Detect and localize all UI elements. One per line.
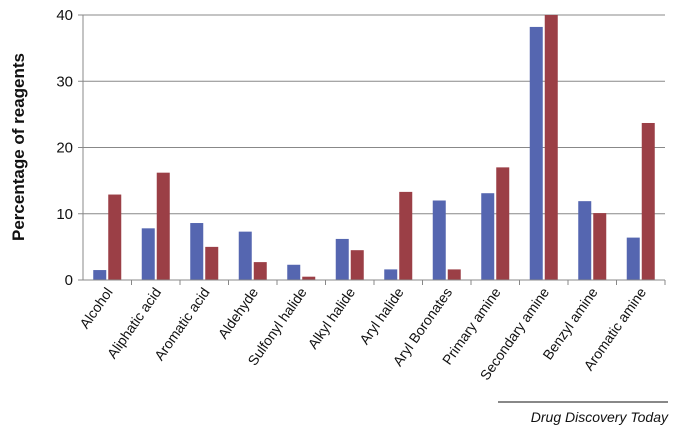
bar [156,172,170,280]
bar [205,246,219,280]
y-tick-label: 40 [56,7,73,24]
bar [481,193,495,280]
bar [238,231,252,280]
bar [626,237,640,280]
y-tick-label: 20 [56,140,73,157]
bar [108,194,122,280]
category-label: Alcohol [76,285,115,332]
bar [399,191,413,280]
y-tick-label: 10 [56,206,73,223]
category-label: Aryl halide [356,284,407,347]
bar [287,264,301,280]
y-axis-label: Percentage of reagents [9,53,28,241]
category-label: Aldehyde [215,284,262,341]
bar [432,200,446,280]
bar [496,167,510,280]
gridlines [78,14,666,285]
bar [350,250,364,280]
y-tick-labels: 0 10 20 30 40 [56,7,73,289]
bar [578,201,592,280]
bar [641,122,655,280]
bar [93,270,107,280]
bar [544,15,558,280]
bar [253,262,267,280]
bar [593,213,607,280]
bar [302,276,316,280]
bar [529,26,543,280]
y-tick-label: 30 [56,73,73,90]
axes [82,15,665,281]
bar [384,269,398,280]
bar [335,238,349,280]
bar [141,228,155,280]
y-tick-label: 0 [65,272,73,289]
bars [93,15,655,280]
bar [190,223,204,280]
bar [447,269,461,280]
source-credit: Drug Discovery Today [531,409,669,425]
category-label: Alkyl halide [304,284,358,351]
